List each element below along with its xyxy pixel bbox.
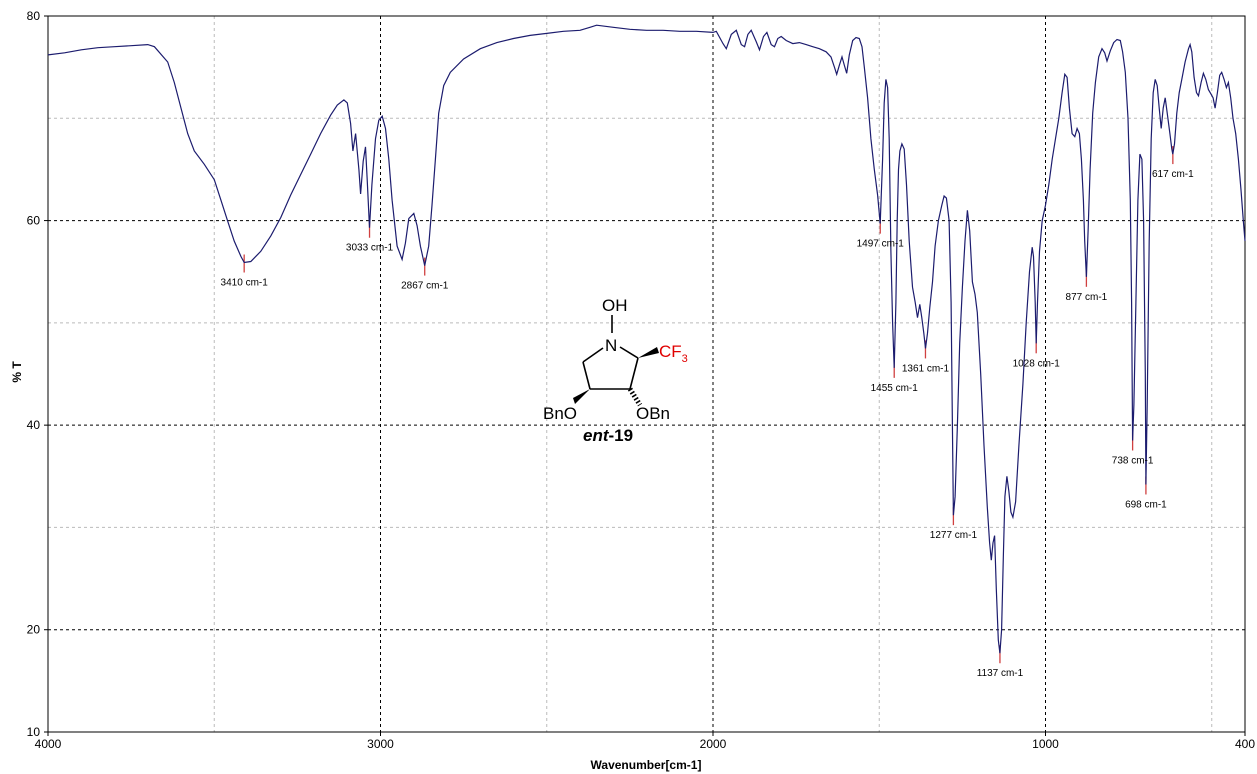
structure-bond <box>582 361 591 390</box>
peak-label: 617 cm-1 <box>1152 169 1194 180</box>
structure-bond <box>629 357 639 390</box>
structure-cf3-label: CF3 <box>659 342 688 365</box>
structure-wedge-bond <box>573 389 590 404</box>
peak-label: 3033 cm-1 <box>346 243 394 254</box>
peak-markers <box>243 146 1174 664</box>
chemical-structure: OH N CF3 BnO OBn ent-19 <box>543 296 688 445</box>
x-tick-label: 2000 <box>700 737 727 751</box>
peak-label: 3410 cm-1 <box>221 278 269 289</box>
peak-label: 1497 cm-1 <box>857 239 905 250</box>
y-tick-label: 40 <box>27 418 41 432</box>
structure-nitrogen-label: N <box>605 336 617 355</box>
spectrum-line <box>47 24 1246 654</box>
peak-label: 738 cm-1 <box>1112 455 1154 466</box>
grid <box>48 16 1245 732</box>
peak-label: 1361 cm-1 <box>902 363 950 374</box>
plot-frame <box>47 15 1246 733</box>
compound-label: ent-19 <box>583 426 633 445</box>
y-tick-label: 10 <box>27 725 41 739</box>
peak-label: 698 cm-1 <box>1125 499 1167 510</box>
peak-labels: 3410 cm-1 3033 cm-1 2867 cm-1 1497 cm-1 1455… <box>221 169 1195 679</box>
x-tick-label: 4000 <box>35 737 62 751</box>
peak-label: 1455 cm-1 <box>871 383 919 394</box>
x-tick-label: 1000 <box>1032 737 1059 751</box>
peak-label: 877 cm-1 <box>1066 292 1108 303</box>
axis-ticks: 4000 3000 2000 1000 400 80 60 40 20 10 <box>27 9 1256 751</box>
y-axis-title: % T <box>10 361 24 383</box>
structure-bond <box>582 347 604 363</box>
structure-bond <box>619 346 639 359</box>
peak-label: 2867 cm-1 <box>401 281 449 292</box>
peak-label: 1277 cm-1 <box>930 530 978 541</box>
structure-bno-label: BnO <box>543 404 577 423</box>
y-tick-label: 80 <box>27 9 41 23</box>
x-tick-label: 3000 <box>367 737 394 751</box>
structure-wedge-bond <box>638 347 659 358</box>
y-tick-label: 60 <box>27 214 41 228</box>
y-tick-label: 20 <box>27 623 41 637</box>
structure-hashed-bond <box>627 387 643 407</box>
x-tick-label: 400 <box>1235 737 1255 751</box>
x-axis-title: Wavenumber[cm-1] <box>591 758 702 772</box>
structure-obn-label: OBn <box>636 404 670 423</box>
peak-label: 1137 cm-1 <box>977 668 1024 679</box>
peak-label: 1028 cm-1 <box>1013 358 1061 369</box>
structure-hydroxyl-label: OH <box>602 296 628 315</box>
